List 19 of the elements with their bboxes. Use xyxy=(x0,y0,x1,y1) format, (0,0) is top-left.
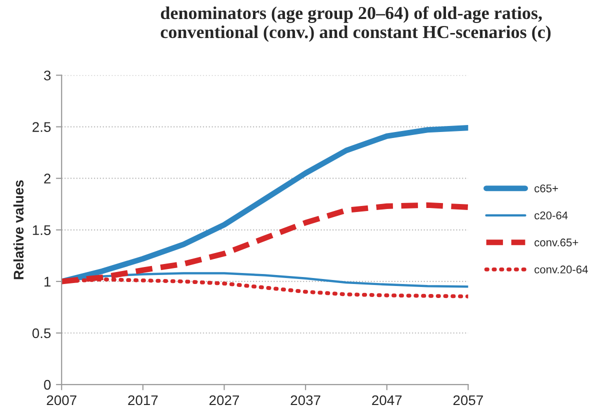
y-tick-label: 0 xyxy=(44,380,51,390)
x-tick-label: 2057 xyxy=(453,395,483,406)
legend-label: conv.20-64 xyxy=(534,266,588,274)
y-tick-label: 3 xyxy=(44,70,51,80)
legend-label: c20-64 xyxy=(534,212,568,220)
x-tick-label: 2027 xyxy=(209,395,239,406)
x-tick-label: 2047 xyxy=(372,395,402,406)
legend-label: conv.65+ xyxy=(534,238,578,246)
y-tick-label: 1.5 xyxy=(32,225,51,236)
y-tick-label: 0.5 xyxy=(32,328,51,338)
x-tick-label: 2037 xyxy=(290,395,320,406)
y-tick-label: 2 xyxy=(44,174,50,184)
chart-title: denominators (age group 20–64) of old-age ratios, conventional (conv.) and constant HC-scenarios (c) xyxy=(160,6,551,42)
y-axis-title: Relative values xyxy=(13,180,24,280)
y-tick-label: 1 xyxy=(44,276,51,286)
x-tick-label: 2017 xyxy=(128,395,158,406)
x-tick-label: 2007 xyxy=(46,395,76,406)
y-tick-label: 2.5 xyxy=(32,122,51,132)
legend-label: c65+ xyxy=(534,184,558,192)
